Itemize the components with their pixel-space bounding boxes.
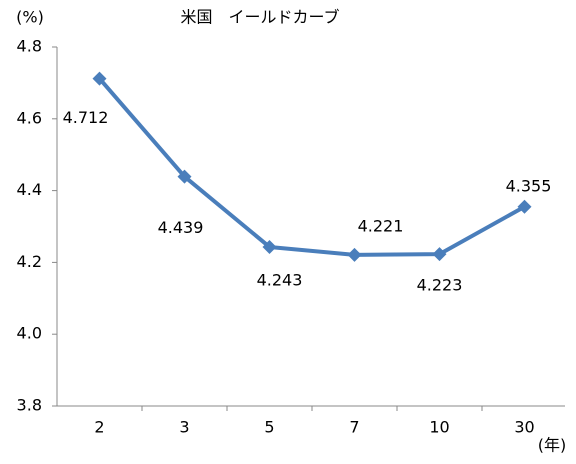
chart-title: 米国 イールドカーブ <box>180 8 339 27</box>
x-tick-label: 3 <box>179 418 189 437</box>
data-label: 4.243 <box>257 270 303 289</box>
marker <box>177 169 192 184</box>
x-tick-label: 10 <box>429 418 449 437</box>
data-label: 4.221 <box>358 216 404 235</box>
y-tick-label: 4.4 <box>17 180 42 199</box>
y-tick-label: 4.2 <box>17 252 42 271</box>
x-tick-label: 2 <box>94 418 104 437</box>
y-tick-label: 4.0 <box>17 324 42 343</box>
x-tick-label: 30 <box>514 418 534 437</box>
y-tick-label: 4.8 <box>17 37 42 56</box>
y-tick-label: 4.6 <box>17 108 42 127</box>
y-unit: (%) <box>16 8 44 27</box>
marker <box>347 247 362 262</box>
marker <box>517 199 532 214</box>
line <box>97 77 526 257</box>
y-tick-label: 3.8 <box>17 396 42 415</box>
data-label: 4.355 <box>506 176 552 195</box>
data-label: 4.439 <box>158 218 204 237</box>
x-tick-label: 7 <box>349 418 359 437</box>
marker <box>432 247 447 262</box>
data-label: 4.712 <box>63 108 109 127</box>
x-unit: (年) <box>538 436 567 455</box>
marker <box>262 239 277 254</box>
marker <box>92 71 107 86</box>
data-label: 4.223 <box>417 276 463 295</box>
x-tick-label: 5 <box>264 418 274 437</box>
